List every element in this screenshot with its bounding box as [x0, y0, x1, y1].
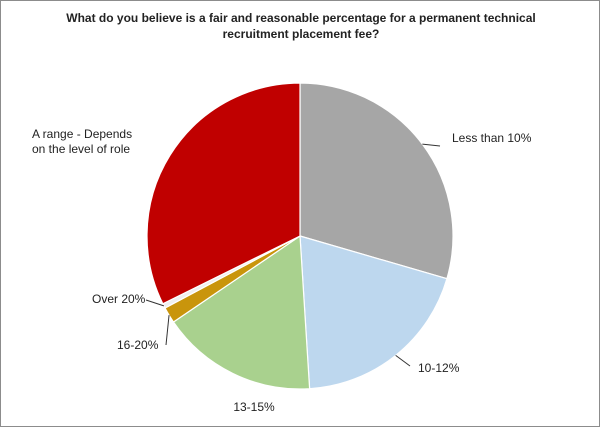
- pie-slice-a-range-depends-on-the-level-of-role: [146, 82, 301, 305]
- chart-title-line-2: recruitment placement fee?: [222, 27, 380, 41]
- pie-slice-13-15: [172, 234, 311, 390]
- leader-lines: [145, 143, 441, 367]
- leader-line: [395, 355, 411, 367]
- slice-labels: Less than 10% 10-12% 13-15% 16-20% Over 20% A…: [32, 127, 532, 414]
- pie-slices: [146, 82, 454, 390]
- slice-label: 10-12%: [418, 361, 460, 375]
- leader-line: [145, 299, 165, 307]
- slice-label: Less than 10%: [452, 131, 532, 145]
- leader-line: [422, 143, 441, 147]
- slice-label: 13-15%: [233, 400, 275, 414]
- chart-title-line-1: What do you believe is a fair and reason…: [66, 11, 536, 25]
- slice-label: Over 20%: [92, 292, 146, 306]
- chart-title: What do you believe is a fair and reason…: [41, 10, 561, 42]
- leader-line: [165, 315, 170, 346]
- pie-slice-10-12: [299, 235, 448, 390]
- slice-label: 16-20%: [117, 338, 159, 352]
- slice-label: A range - Depends on the level of role: [32, 127, 132, 156]
